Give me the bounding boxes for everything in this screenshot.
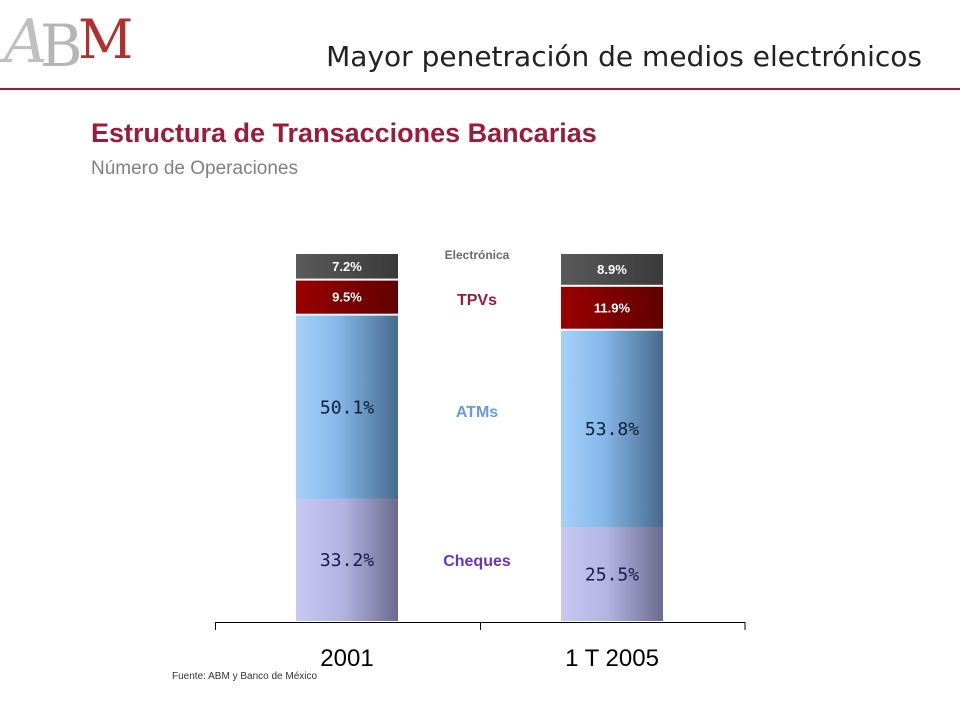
chart-title: Estructura de Transacciones Bancarias <box>91 118 597 148</box>
data-label-atms-2: 53.8% <box>585 419 639 440</box>
bar-electronica-1 <box>296 254 398 279</box>
series-label-cheques: Cheques <box>443 553 511 570</box>
series-label-tpvs: TPVs <box>457 292 497 309</box>
data-label-atms-1: 50.1% <box>320 397 374 418</box>
svg-text:M: M <box>78 8 133 71</box>
bar-tpvs-1 <box>296 280 398 314</box>
series-label-atms: ATMs <box>456 404 498 421</box>
header-divider <box>0 88 960 90</box>
data-label-electronica-2: 8.9% <box>597 262 627 277</box>
bar-tpvs-2 <box>561 286 663 329</box>
slide-title: Mayor penetración de medios electrónicos <box>326 40 922 73</box>
source-note: Fuente: ABM y Banco de México <box>172 671 318 682</box>
data-label-electronica-1: 7.2% <box>332 259 362 274</box>
series-label-electronica: Electrónica <box>445 248 510 262</box>
data-label-cheques-1: 33.2% <box>320 550 374 571</box>
svg-text:A: A <box>0 7 47 77</box>
bar-cheques-1 <box>296 498 398 621</box>
svg-text:B: B <box>40 12 83 80</box>
x-tick-label-2: 1 T 2005 <box>565 645 659 672</box>
bar-electronica-2 <box>561 254 663 285</box>
abm-logo: A B M <box>0 7 133 80</box>
data-label-cheques-2: 25.5% <box>585 564 639 585</box>
bar-atms-2 <box>561 330 663 527</box>
bar-atms-1 <box>296 315 398 499</box>
x-tick-label-1: 2001 <box>320 645 373 672</box>
data-label-tpvs-1: 9.5% <box>332 290 362 305</box>
data-label-tpvs-2: 11.9% <box>594 300 631 315</box>
chart-subtitle: Número de Operaciones <box>91 158 298 179</box>
bar-cheques-2 <box>561 527 663 621</box>
